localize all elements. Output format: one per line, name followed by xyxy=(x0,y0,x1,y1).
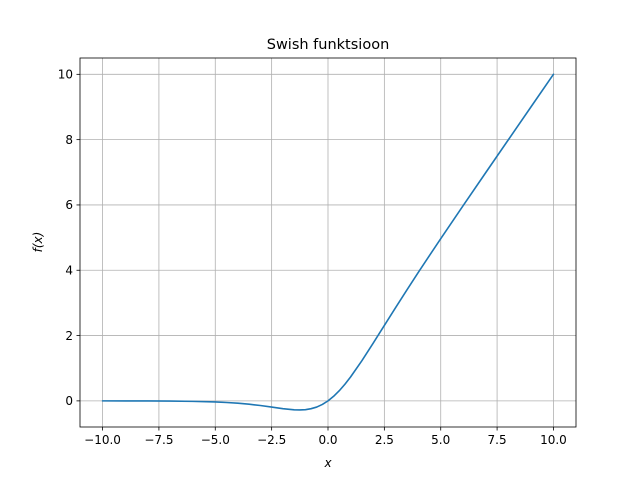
x-tick-label: −7.5 xyxy=(144,433,173,447)
chart-title: Swish funktsioon xyxy=(267,37,390,53)
series-layer xyxy=(101,73,555,411)
grid xyxy=(80,58,576,427)
x-tick-label: −10.0 xyxy=(84,433,121,447)
x-tick-label: 10.0 xyxy=(540,433,567,447)
x-tick-label: 0.0 xyxy=(318,433,337,447)
y-tick-label: 8 xyxy=(65,133,73,147)
x-axis-label: x xyxy=(323,456,332,470)
x-tick-label: 7.5 xyxy=(488,433,507,447)
y-tick-label: 6 xyxy=(65,198,73,212)
x-tick-label: −2.5 xyxy=(257,433,286,447)
x-tick-label: −5.0 xyxy=(201,433,230,447)
y-tick-label: 4 xyxy=(65,264,73,278)
y-tick-label: 0 xyxy=(65,394,73,408)
y-axis-label: f(x) xyxy=(31,232,45,253)
y-tick-label: 2 xyxy=(65,329,73,343)
x-tick-label: 5.0 xyxy=(431,433,450,447)
ticks: −10.0 −7.5 −5.0 −2.5 0.0 2.5 5.0 7.5 10.0 0 2 4 6 8 10 xyxy=(58,68,567,447)
series-line xyxy=(101,73,555,411)
y-tick-label: 10 xyxy=(58,68,73,82)
x-tick-label: 2.5 xyxy=(375,433,394,447)
